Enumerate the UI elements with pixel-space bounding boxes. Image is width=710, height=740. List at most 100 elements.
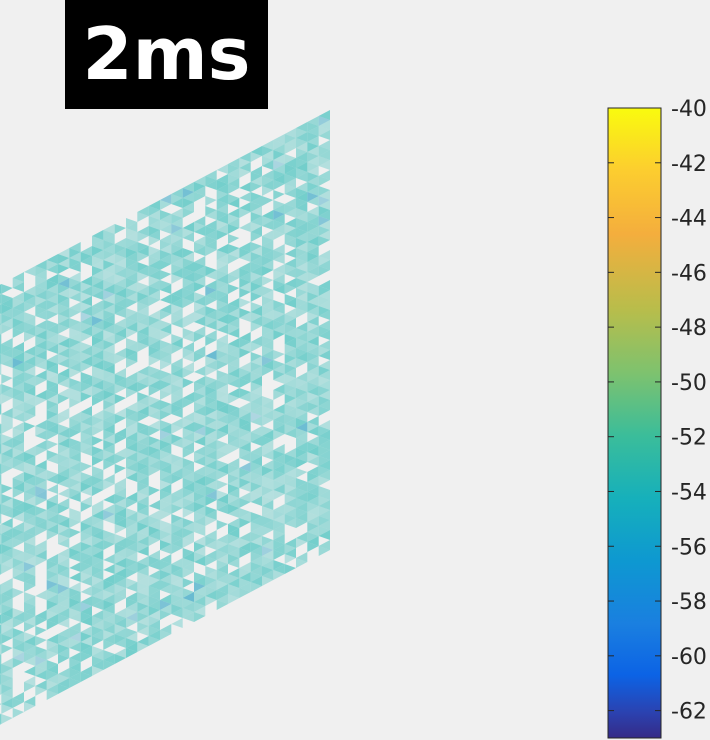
mesh-triangle [46,304,58,314]
mesh-triangle [24,412,36,422]
mesh-triangle [126,512,138,522]
mesh-triangle [216,394,228,404]
mesh-triangle [307,322,319,332]
mesh-triangle [69,348,81,358]
mesh-triangle [194,432,206,442]
mesh-triangle [250,262,262,272]
mesh-triangle [228,548,240,558]
mesh-triangle [284,478,296,488]
mesh-triangle [307,196,319,206]
mesh-triangle [284,488,296,498]
mesh-triangle [46,284,58,294]
mesh-triangle [296,518,308,528]
mesh-triangle [137,292,149,302]
mesh-triangle [262,156,274,166]
mesh-triangle [307,482,319,492]
mesh-triangle [114,498,126,508]
mesh-triangle [126,412,138,422]
mesh-triangle [0,453,2,455]
mesh-triangle [24,646,36,656]
mesh-triangle [250,176,262,186]
mesh-triangle [194,506,206,516]
mesh-triangle [103,594,115,604]
mesh-triangle [307,382,319,392]
mesh-triangle [0,433,2,435]
mesh-triangle [0,323,2,325]
mesh-triangle [262,416,274,426]
mesh-triangle [114,524,126,534]
mesh-triangle [12,408,24,418]
mesh-triangle [273,514,285,524]
mesh-triangle [58,288,70,298]
mesh-triangle [250,166,262,176]
mesh-triangle [171,264,183,274]
mesh-triangle [250,476,262,486]
mesh-triangle [262,476,274,486]
mesh-triangle [1,628,13,638]
mesh-triangle [307,126,319,136]
mesh-triangle [1,528,13,538]
mesh-triangle [307,262,319,272]
mesh-triangle [160,340,172,350]
mesh-triangle [92,650,104,660]
mesh-triangle [1,324,13,334]
mesh-triangle [273,154,285,164]
mesh-triangle [103,334,115,344]
mesh-triangle [137,372,149,382]
mesh-triangle [262,560,274,570]
mesh-triangle [58,618,70,628]
mesh-triangle [273,444,285,454]
mesh-triangle [69,398,81,408]
mesh-triangle [262,310,274,320]
mesh-triangle [35,550,47,560]
mesh-triangle [12,442,24,452]
mesh-triangle [284,284,296,294]
mesh-triangle [216,284,228,294]
mesh-triangle [228,474,240,484]
mesh-triangle [24,322,36,332]
mesh-triangle [318,470,330,480]
mesh-triangle [171,308,183,318]
mesh-triangle [284,548,296,558]
mesh-triangle [307,446,319,456]
mesh-triangle [24,402,36,412]
mesh-triangle [35,556,47,566]
mesh-triangle [273,210,285,220]
mesh-triangle [69,392,81,402]
mesh-triangle [160,304,172,314]
mesh-triangle [171,498,183,508]
mesh-triangle [273,230,285,240]
mesh-triangle [318,150,330,160]
mesh-triangle [148,280,160,290]
mesh-triangle [262,460,274,470]
mesh-triangle [69,662,81,672]
mesh-triangle [284,268,296,278]
mesh-triangle [24,552,36,562]
mesh-triangle [160,374,172,384]
mesh-triangle [182,248,194,258]
mesh-triangle [284,168,296,178]
mesh-triangle [92,486,104,496]
mesh-triangle [126,308,138,318]
mesh-triangle [0,463,2,465]
mesh-triangle [1,578,13,588]
mesh-triangle [12,312,24,322]
mesh-triangle [12,372,24,382]
mesh-triangle [307,392,319,402]
mesh-triangle [114,334,126,344]
mesh-triangle [69,598,81,608]
mesh-triangle [284,198,296,208]
mesh-triangle [171,228,183,238]
mesh-triangle [80,312,92,322]
mesh-triangle [296,378,308,388]
mesh-triangle [205,170,217,180]
mesh-triangle [92,456,104,466]
mesh-triangle [171,544,183,554]
mesh-triangle [194,556,206,566]
mesh-triangle [307,236,319,246]
mesh-triangle [35,660,47,670]
mesh-triangle [58,574,70,584]
mesh-triangle [307,406,319,416]
mesh-triangle [1,348,13,358]
mesh-triangle [239,468,251,478]
